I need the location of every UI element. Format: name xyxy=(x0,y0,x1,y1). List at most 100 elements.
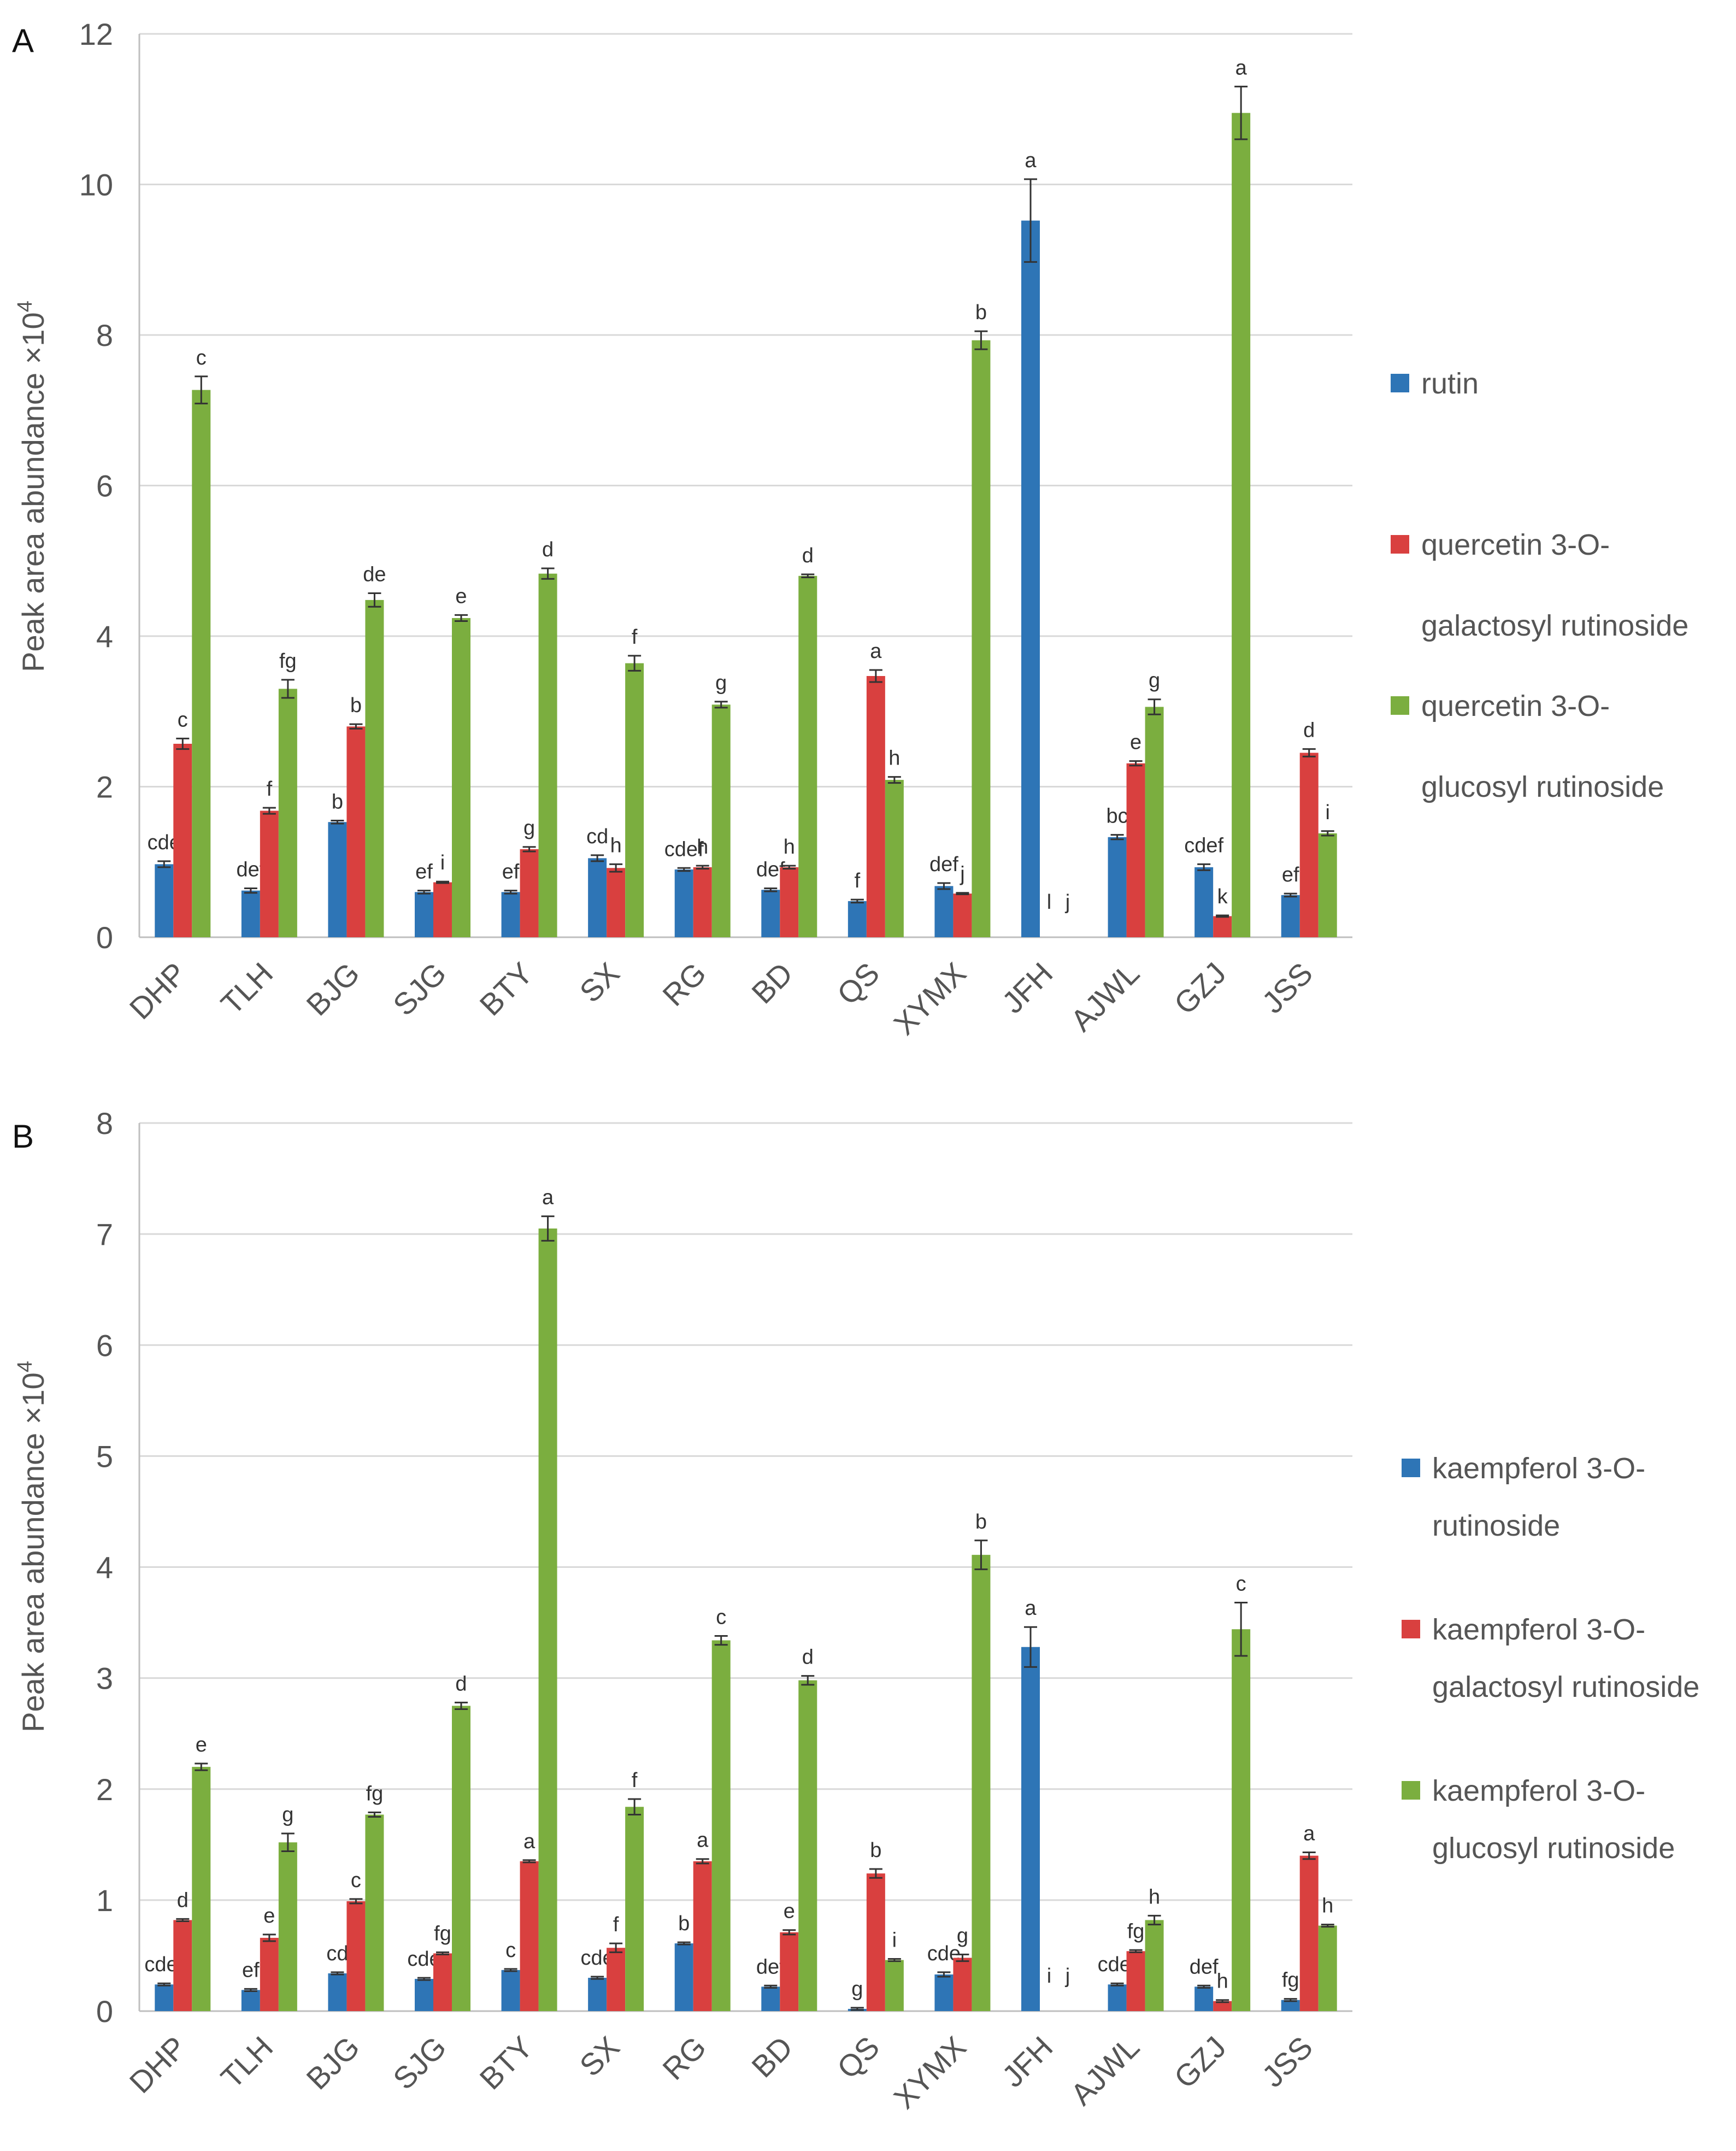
significance-letter: k xyxy=(1217,885,1228,908)
y-tick-label: 8 xyxy=(96,1106,113,1141)
significance-letter: ef xyxy=(415,861,433,884)
bar xyxy=(953,1958,972,2011)
significance-letter: g xyxy=(282,1803,293,1826)
significance-letter: fg xyxy=(366,1782,384,1805)
significance-letter: a xyxy=(1303,1823,1315,1846)
y-tick-label: 0 xyxy=(96,920,113,955)
x-tick-label: JSS xyxy=(1255,956,1319,1020)
significance-letter: b xyxy=(975,301,987,324)
significance-letter: d xyxy=(802,1646,814,1669)
y-tick-label: 1 xyxy=(96,1883,113,1918)
bar xyxy=(780,1932,799,2011)
bar xyxy=(1108,837,1127,937)
legend-label: rutin xyxy=(1421,367,1479,400)
significance-letter: a xyxy=(542,1186,554,1209)
bar xyxy=(848,901,867,937)
significance-letter: g xyxy=(957,1924,968,1947)
significance-letter: j xyxy=(1065,1965,1070,1988)
bar xyxy=(452,1706,470,2011)
bar xyxy=(278,1842,297,2011)
bar xyxy=(693,1861,712,2011)
legend-label: glucosyl rutinoside xyxy=(1421,771,1664,803)
significance-letter: g xyxy=(715,672,727,695)
significance-letter: h xyxy=(1149,1885,1160,1908)
bar xyxy=(1299,1855,1319,2011)
bar xyxy=(538,1228,557,2011)
significance-letter: fg xyxy=(279,650,297,673)
significance-letter: c xyxy=(1236,1573,1246,1596)
bar xyxy=(866,1873,885,2011)
bar xyxy=(972,1555,991,2011)
x-tick-label: TLH xyxy=(214,956,279,1021)
x-tick-label: BJG xyxy=(299,2030,366,2096)
x-tick-label: RG xyxy=(656,956,713,1013)
x-tick-label: QS xyxy=(831,956,886,1012)
significance-letter: f xyxy=(855,869,861,892)
significance-letter: cd xyxy=(586,825,608,848)
significance-letter: i xyxy=(892,1929,897,1952)
legend-label: galactosyl rutinoside xyxy=(1421,609,1688,642)
y-axis-title-text: Peak area abundance ×10 xyxy=(16,1372,50,1732)
x-tick-label: AJWL xyxy=(1064,2030,1146,2112)
legend-swatch xyxy=(1391,535,1409,554)
y-axis-title: Peak area abundance ×104 xyxy=(14,301,50,672)
bar xyxy=(328,822,347,937)
significance-letter: a xyxy=(870,640,882,663)
significance-letter: c xyxy=(351,1869,361,1892)
x-tick-label: SJG xyxy=(386,956,453,1022)
significance-letter: h xyxy=(1217,1970,1228,1993)
bar xyxy=(1126,763,1145,937)
bar xyxy=(607,1948,626,2011)
significance-letter: h xyxy=(610,834,622,857)
y-tick-label: 4 xyxy=(96,1550,113,1585)
legend-swatch xyxy=(1391,374,1409,392)
bar xyxy=(972,340,991,937)
bar xyxy=(260,810,279,937)
bar xyxy=(1318,833,1337,937)
legend-swatch xyxy=(1402,1459,1420,1477)
bar xyxy=(1281,2000,1300,2011)
significance-letter: d xyxy=(1303,719,1315,742)
y-tick-label: 2 xyxy=(96,770,113,804)
x-tick-label: JFH xyxy=(995,956,1059,1020)
significance-letter: a xyxy=(1025,1597,1037,1620)
bar xyxy=(415,892,433,937)
legend-label: quercetin 3-O- xyxy=(1421,690,1610,722)
bar xyxy=(155,1984,174,2011)
y-axis-title-exponent: 4 xyxy=(14,301,37,312)
y-tick-label: 6 xyxy=(96,1328,113,1362)
bar xyxy=(1299,753,1319,937)
y-axis-title-exponent: 4 xyxy=(14,1361,37,1372)
significance-letter: h xyxy=(697,836,708,859)
bar xyxy=(934,886,954,937)
bar xyxy=(538,573,557,937)
bar xyxy=(1213,916,1232,937)
bar xyxy=(278,689,297,937)
bar xyxy=(501,1970,520,2011)
significance-letter: h xyxy=(888,747,900,770)
x-tick-label: BTY xyxy=(473,956,539,1022)
x-tick-label: BD xyxy=(745,956,799,1010)
significance-letter: def xyxy=(929,853,958,876)
bar xyxy=(1194,1987,1214,2011)
y-tick-label: 3 xyxy=(96,1661,113,1696)
significance-letter: ef xyxy=(502,861,520,884)
bar xyxy=(798,575,817,937)
bar xyxy=(866,676,885,937)
significance-letter: c xyxy=(716,1606,726,1629)
bar xyxy=(1232,113,1251,938)
significance-letter: i xyxy=(1047,1965,1051,1988)
y-axis-title: Peak area abundance ×104 xyxy=(14,1361,50,1732)
significance-letter: i xyxy=(440,851,445,874)
significance-letter: f xyxy=(613,1913,619,1936)
panel-label: B xyxy=(12,1118,34,1155)
bar xyxy=(761,1987,780,2011)
x-tick-label: GZJ xyxy=(1167,2030,1232,2095)
bar xyxy=(192,390,211,937)
y-tick-label: 2 xyxy=(96,1772,113,1807)
x-tick-label: XYMX xyxy=(887,956,973,1042)
bar xyxy=(1194,867,1214,937)
bar xyxy=(1318,1925,1337,2011)
significance-letter: b xyxy=(332,790,343,813)
